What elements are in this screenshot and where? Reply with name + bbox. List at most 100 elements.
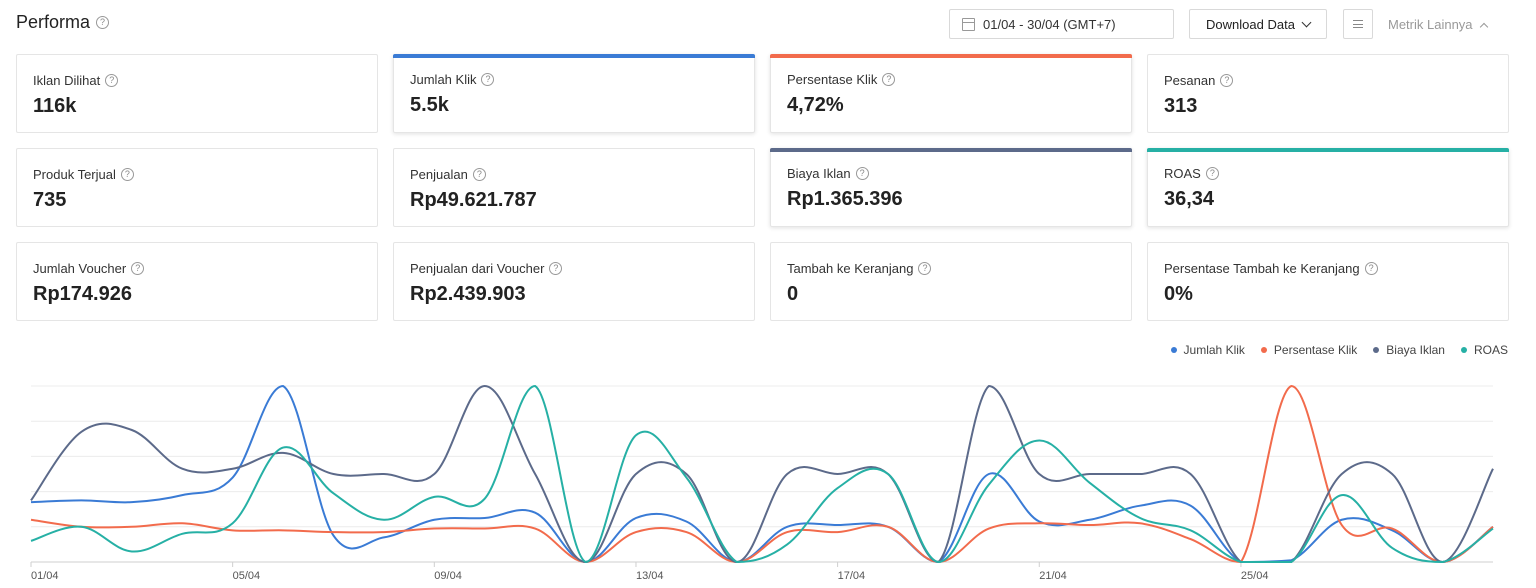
metric-value: Rp2.439.903: [410, 283, 526, 305]
x-tick-label: 01/04: [31, 570, 59, 582]
metric-card[interactable]: Pesanan? 313: [1147, 54, 1509, 133]
performance-line-chart: 01/04 05/04 09/04 13/04 17/04 21/04 25/04: [30, 385, 1494, 582]
metric-label: ROAS?: [1164, 166, 1492, 181]
metric-value: Rp174.926: [33, 283, 132, 305]
series-line: [30, 385, 1494, 563]
legend-item[interactable]: ROAS: [1460, 343, 1508, 357]
x-tick-label: 25/04: [1241, 570, 1269, 582]
help-icon[interactable]: ?: [882, 73, 896, 86]
x-tick-label: 09/04: [434, 570, 462, 582]
help-icon[interactable]: ?: [96, 16, 110, 29]
metric-active-indicator: [1147, 148, 1509, 152]
metric-label: Penjualan dari Voucher?: [410, 261, 738, 276]
legend-dot: [1460, 347, 1467, 353]
metric-card[interactable]: Iklan Dilihat? 116k: [16, 54, 378, 133]
legend-item[interactable]: Jumlah Klik: [1170, 343, 1245, 357]
legend-dot: [1170, 347, 1177, 353]
x-tick-label: 17/04: [838, 570, 866, 582]
metric-card[interactable]: Penjualan dari Voucher? Rp2.439.903: [393, 242, 755, 321]
metric-card[interactable]: Penjualan? Rp49.621.787: [393, 148, 755, 227]
performance-header: Performa ?: [16, 0, 1520, 48]
metric-card[interactable]: Persentase Klik? 4,72%: [770, 54, 1132, 133]
legend-dot: [1260, 347, 1267, 353]
legend-item[interactable]: Persentase Klik: [1260, 343, 1358, 357]
series-line: [30, 385, 1494, 563]
chevron-up-icon: [1479, 22, 1488, 31]
metric-active-indicator: [770, 148, 1132, 152]
help-icon[interactable]: ?: [472, 168, 486, 181]
metric-label-text: Penjualan: [410, 167, 468, 182]
metric-card[interactable]: Biaya Iklan? Rp1.365.396: [770, 148, 1132, 227]
x-tick-label: 05/04: [233, 570, 261, 582]
legend-label: Jumlah Klik: [1183, 343, 1245, 357]
legend-item[interactable]: Biaya Iklan: [1373, 343, 1445, 357]
more-metrics-toggle[interactable]: Metrik Lainnya: [1388, 17, 1488, 32]
metric-label-text: Pesanan: [1164, 73, 1216, 88]
chevron-down-icon: [1301, 17, 1312, 27]
metric-label-text: Biaya Iklan: [787, 166, 851, 181]
page-title-text: Performa: [16, 12, 91, 32]
legend-label: ROAS: [1473, 343, 1508, 357]
download-data-button[interactable]: Download Data: [1189, 9, 1327, 39]
series-line: [30, 385, 1494, 563]
metric-card[interactable]: Produk Terjual? 735: [16, 148, 378, 227]
metric-label-text: Penjualan dari Voucher: [410, 261, 545, 276]
metric-active-indicator: [770, 54, 1132, 58]
metric-label: Iklan Dilihat?: [33, 73, 361, 88]
metric-value: 116k: [33, 95, 77, 117]
help-icon[interactable]: ?: [481, 73, 495, 86]
metric-card[interactable]: Persentase Tambah ke Keranjang? 0%: [1147, 242, 1509, 321]
download-data-label: Download Data: [1206, 16, 1295, 32]
chart-legend: Jumlah Klik Persentase Klik Biaya Iklan ROA…: [1170, 343, 1508, 357]
metric-label-text: Persentase Tambah ke Keranjang: [1164, 261, 1360, 276]
x-tick-label: 21/04: [1039, 570, 1067, 582]
metric-value: 0: [787, 283, 799, 305]
metric-card[interactable]: Jumlah Voucher? Rp174.926: [16, 242, 378, 321]
calendar-icon: [962, 17, 975, 31]
metric-label: Penjualan?: [410, 167, 738, 182]
date-range-picker[interactable]: 01/04 - 30/04 (GMT+7): [949, 9, 1174, 39]
metric-label-text: Iklan Dilihat: [33, 73, 101, 88]
legend-dot: [1373, 347, 1380, 353]
legend-label: Persentase Klik: [1273, 343, 1358, 357]
hamburger-icon: [1353, 20, 1363, 28]
metric-label: Produk Terjual?: [33, 167, 361, 182]
metric-value: 36,34: [1164, 188, 1215, 210]
metric-label-text: Produk Terjual: [33, 167, 116, 182]
chart-menu-button[interactable]: [1343, 9, 1373, 39]
help-icon[interactable]: ?: [105, 74, 119, 87]
metric-label-text: Jumlah Voucher: [33, 261, 127, 276]
metric-active-indicator: [393, 54, 755, 58]
metric-value: 4,72%: [787, 94, 844, 116]
metric-label: Tambah ke Keranjang?: [787, 261, 1115, 276]
metric-label: Jumlah Klik?: [410, 72, 738, 87]
metric-label: Persentase Klik?: [787, 72, 1115, 87]
help-icon[interactable]: ?: [120, 168, 134, 181]
metric-label: Biaya Iklan?: [787, 166, 1115, 181]
help-icon[interactable]: ?: [1364, 262, 1378, 275]
help-icon[interactable]: ?: [131, 262, 145, 275]
metric-value: 313: [1164, 95, 1198, 117]
metric-value: 5.5k: [410, 94, 449, 116]
x-tick-label: 13/04: [636, 570, 664, 582]
metric-card[interactable]: Tambah ke Keranjang? 0: [770, 242, 1132, 321]
page-title: Performa ?: [16, 12, 110, 33]
metric-card[interactable]: ROAS? 36,34: [1147, 148, 1509, 227]
metric-card[interactable]: Jumlah Klik? 5.5k: [393, 54, 755, 133]
metric-value: Rp49.621.787: [410, 189, 537, 211]
series-line: [30, 385, 1494, 563]
help-icon[interactable]: ?: [855, 167, 869, 180]
metric-value: Rp1.365.396: [787, 188, 903, 210]
metric-label-text: Jumlah Klik: [410, 72, 477, 87]
metric-label-text: Tambah ke Keranjang: [787, 261, 914, 276]
help-icon[interactable]: ?: [1220, 74, 1234, 87]
metric-label-text: ROAS: [1164, 166, 1201, 181]
metric-label: Jumlah Voucher?: [33, 261, 361, 276]
legend-label: Biaya Iklan: [1386, 343, 1445, 357]
help-icon[interactable]: ?: [549, 262, 563, 275]
help-icon[interactable]: ?: [918, 262, 932, 275]
help-icon[interactable]: ?: [1205, 167, 1219, 180]
metric-value: 0%: [1164, 283, 1193, 305]
date-range-text: 01/04 - 30/04 (GMT+7): [983, 16, 1116, 32]
metric-label-text: Persentase Klik: [787, 72, 878, 87]
